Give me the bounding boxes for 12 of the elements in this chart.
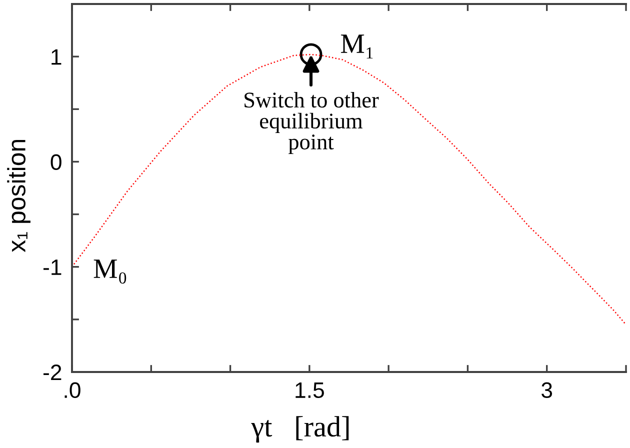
y-tick-label: 1 [52,49,62,65]
annotation: Switch to other equilibrium point [244,92,379,154]
annotation: M₀ [94,260,126,284]
annotation: M₁ [340,34,373,58]
y-axis-title: x₁ position [7,140,30,252]
x-axis-title: γt [rad] [251,416,349,443]
y-tick-label: -2 [44,364,62,380]
y-tick-label: -1 [44,260,62,275]
x-tick-label: 3 [542,382,552,398]
x-tick-label: 1.5 [296,382,324,398]
y-tick-label: 0 [50,154,62,170]
x-tick-label: .0 [64,382,80,398]
